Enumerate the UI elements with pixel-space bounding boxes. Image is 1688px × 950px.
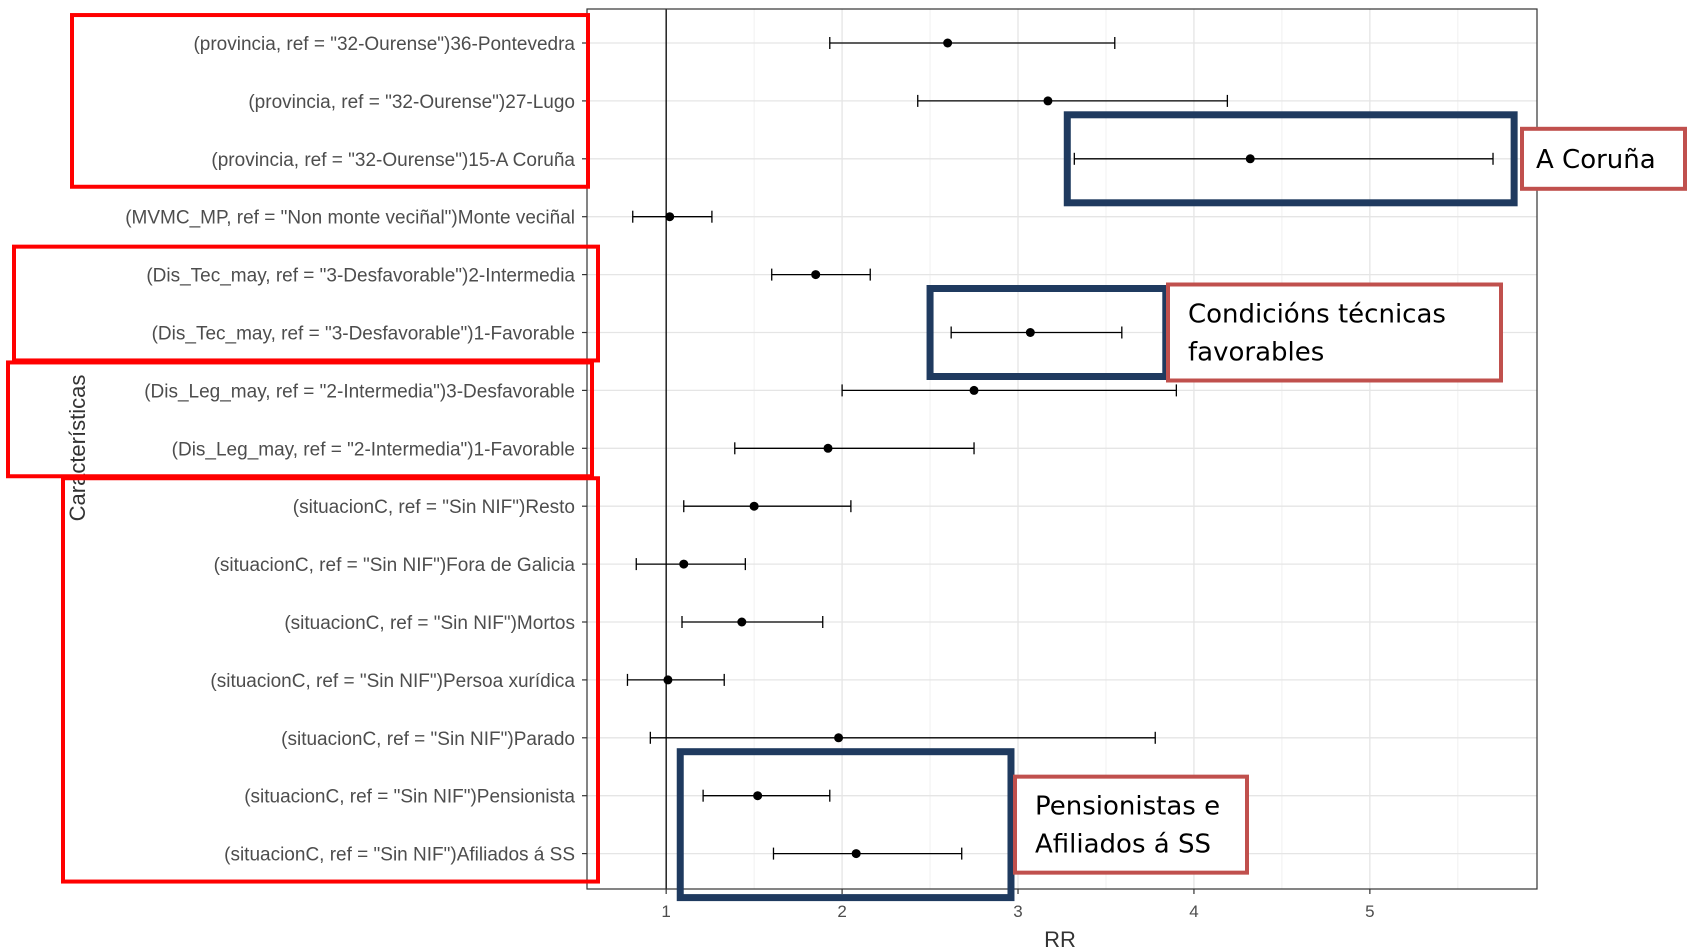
error-bar xyxy=(950,326,1123,339)
annotation-label-line: A Coruña xyxy=(1536,145,1656,175)
error-bars xyxy=(626,37,1494,860)
error-bar xyxy=(635,558,746,571)
y-tick-label: (situacionC, ref = "Sin NIF")Parado xyxy=(281,729,575,750)
error-bar xyxy=(734,442,975,455)
error-bar xyxy=(683,500,852,513)
x-tick-label: 5 xyxy=(1365,902,1374,921)
annotation-label-box xyxy=(1520,126,1687,191)
error-bar xyxy=(649,731,1156,744)
y-tick-label: (Dis_Tec_may, ref = "3-Desfavorable")1-F… xyxy=(152,324,575,345)
annotation-label: Condicións técnicas favorables xyxy=(1188,300,1446,368)
error-bar xyxy=(626,673,725,686)
x-tick-label: 2 xyxy=(837,902,846,921)
label-group-box xyxy=(70,13,590,189)
error-bar xyxy=(681,616,824,628)
error-bar xyxy=(1073,152,1494,165)
rr-point xyxy=(823,443,833,453)
rr-point xyxy=(943,38,953,48)
rr-point xyxy=(737,617,747,627)
rr-point xyxy=(1025,328,1035,337)
rr-point xyxy=(1043,96,1053,106)
y-tick-label: (situacionC, ref = "Sin NIF")Mortos xyxy=(284,613,575,634)
y-tick-label: (situacionC, ref = "Sin NIF")Resto xyxy=(293,497,575,518)
x-tick-label: 3 xyxy=(1013,902,1022,921)
error-bar xyxy=(917,94,1229,107)
x-axis-title: RR xyxy=(1044,927,1076,950)
y-tick-label: (situacionC, ref = "Sin NIF")Afiliados á… xyxy=(224,845,575,866)
data-points xyxy=(663,38,1255,859)
error-bar xyxy=(841,384,1178,397)
annotation-label: Pensionistas e Afiliados á SS xyxy=(1035,792,1220,860)
panel-background xyxy=(587,9,1537,889)
annotation-label-line: Condicións técnicas xyxy=(1188,300,1446,330)
panel-border xyxy=(586,8,1538,890)
y-tick-label: (situacionC, ref = "Sin NIF")Fora de Gal… xyxy=(214,555,576,576)
y-axis-title: Características xyxy=(65,375,90,522)
y-tick-label: (Dis_Leg_may, ref = "2-Intermedia")3-Des… xyxy=(144,381,575,402)
x-tick-label: 4 xyxy=(1189,902,1198,921)
rr-point xyxy=(1245,154,1255,164)
y-tick-label: (situacionC, ref = "Sin NIF")Persoa xurí… xyxy=(210,671,575,692)
error-bar xyxy=(829,37,1116,49)
annotations: A Coruña Condicións técnicas favorables Pen… xyxy=(676,111,1687,902)
label-group-box xyxy=(6,360,594,479)
x-tick-label: 1 xyxy=(661,902,670,921)
x-ticks: 1 2 3 4 5 xyxy=(661,889,1375,921)
label-group-boxes xyxy=(6,13,600,884)
annotation-highlight-box xyxy=(926,285,1170,380)
error-bar xyxy=(702,789,831,802)
annotation-highlight-box xyxy=(676,748,1015,902)
rr-point xyxy=(969,385,979,395)
label-group-box xyxy=(61,476,600,884)
error-bar xyxy=(771,268,871,281)
annotation-highlight-box xyxy=(1063,111,1518,207)
rr-point xyxy=(811,270,821,280)
y-tick-label: (situacionC, ref = "Sin NIF")Pensionista xyxy=(244,787,575,808)
y-ticks: (provincia, ref = "32-Ourense")36-Pontev… xyxy=(125,34,587,866)
y-tick-label: (MVMC_MP, ref = "Non monte veciñal")Mont… xyxy=(125,208,575,229)
y-tick-label: (Dis_Tec_may, ref = "3-Desfavorable")2-I… xyxy=(146,266,575,287)
rr-point xyxy=(663,675,673,685)
rr-point xyxy=(679,559,689,569)
y-tick-label: (provincia, ref = "32-Ourense")27-Lugo xyxy=(248,92,575,113)
rr-point xyxy=(851,849,861,859)
annotation-label-line: Afiliados á SS xyxy=(1035,830,1211,860)
y-tick-label: (Dis_Leg_may, ref = "2-Intermedia")1-Fav… xyxy=(172,439,575,460)
annotation-label-line: Pensionistas e xyxy=(1035,792,1220,822)
annotation-label-box xyxy=(1166,282,1503,383)
error-bar xyxy=(772,847,963,860)
annotation-label: A Coruña xyxy=(1536,145,1656,175)
y-tick-label: (provincia, ref = "32-Ourense")15-A Coru… xyxy=(211,150,575,171)
rr-point xyxy=(749,501,759,511)
annotation-label-line: favorables xyxy=(1188,338,1324,368)
annotation-label-box xyxy=(1013,774,1249,875)
rr-point xyxy=(665,212,675,222)
rr-point xyxy=(753,791,763,801)
rr-point xyxy=(834,733,844,743)
y-tick-label: (provincia, ref = "32-Ourense")36-Pontev… xyxy=(193,34,575,55)
